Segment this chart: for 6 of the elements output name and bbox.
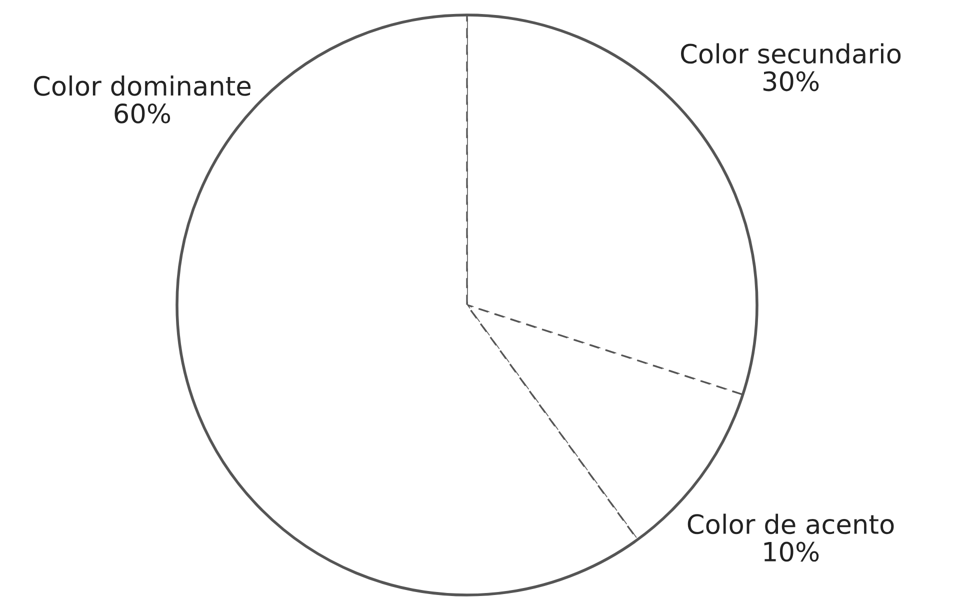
data-label: 30% (763, 71, 819, 92)
slice-label: Color de acento (688, 514, 894, 534)
data-label: 60% (114, 103, 170, 124)
slice-label: Color dominante (34, 75, 251, 96)
slice-label: Color secundario (681, 43, 901, 64)
data-label: 10% (764, 542, 819, 562)
